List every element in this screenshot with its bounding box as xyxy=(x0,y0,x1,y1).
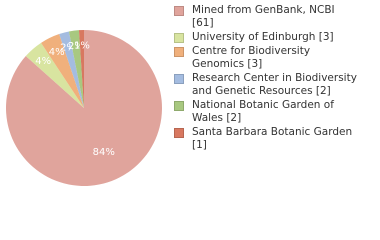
slice-label: 4% xyxy=(35,56,51,67)
legend-label: Research Center in Biodiversity and Gene… xyxy=(192,72,357,97)
legend-item: University of Edinburgh [3] xyxy=(174,31,374,44)
pie-slice xyxy=(59,31,84,108)
legend-item: Santa Barbara Botanic Garden [1] xyxy=(174,126,374,152)
legend-swatch xyxy=(174,74,184,84)
pie-slice xyxy=(68,30,84,108)
pie-slice xyxy=(78,30,84,108)
slice-label: 2% xyxy=(68,41,84,52)
slice-label: 1% xyxy=(74,41,90,52)
slice-label: 2% xyxy=(60,43,76,54)
legend-label: National Botanic Garden of Wales [2] xyxy=(192,99,334,124)
slice-label: 4% xyxy=(49,47,65,58)
pie-slice xyxy=(5,30,162,187)
legend-item: Research Center in Biodiversity and Gene… xyxy=(174,72,374,98)
legend: Mined from GenBank, NCBI [61] University … xyxy=(174,4,374,153)
legend-swatch xyxy=(174,101,184,111)
legend-item: National Botanic Garden of Wales [2] xyxy=(174,99,374,125)
legend-swatch xyxy=(174,128,184,138)
legend-swatch xyxy=(174,6,184,16)
legend-item: Centre for Biodiversity Genomics [3] xyxy=(174,45,374,71)
legend-swatch xyxy=(174,47,184,57)
legend-label: Santa Barbara Botanic Garden [1] xyxy=(192,126,353,151)
pie-slice xyxy=(25,42,85,109)
legend-label: University of Edinburgh [3] xyxy=(192,31,334,43)
legend-item: Mined from GenBank, NCBI [61] xyxy=(174,4,374,30)
legend-label: Centre for Biodiversity Genomics [3] xyxy=(192,45,311,70)
legend-label: Mined from GenBank, NCBI [61] xyxy=(192,4,335,29)
pie-slice xyxy=(41,34,84,108)
legend-swatch xyxy=(174,33,184,43)
pie: 84%4%4%2%2%1% xyxy=(5,30,162,187)
slice-label: 84% xyxy=(93,147,115,158)
